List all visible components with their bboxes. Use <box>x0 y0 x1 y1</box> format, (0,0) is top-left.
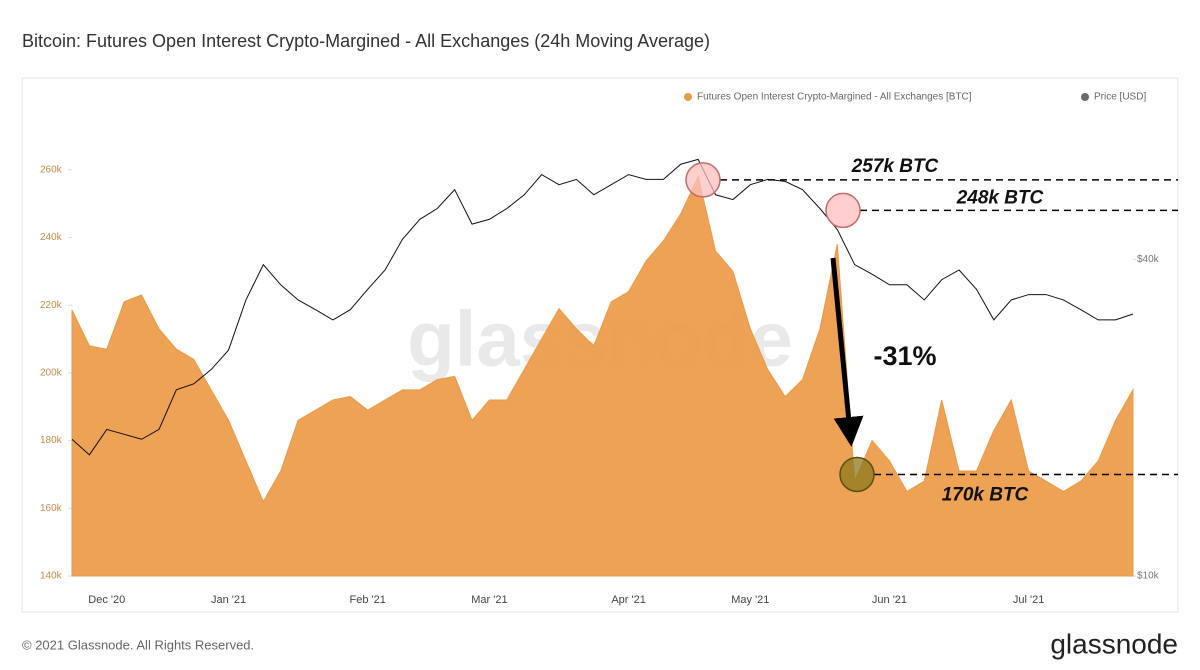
annotation-label: 170k BTC <box>942 484 1029 505</box>
annotation-circle <box>825 192 861 229</box>
y-tick-label: 160k <box>40 503 63 514</box>
y-tick-label: 140k <box>40 571 63 582</box>
annotation-label: -31% <box>873 341 936 371</box>
x-tick-label: Jul '21 <box>1013 594 1044 606</box>
annotation-label: 257k BTC <box>851 156 939 177</box>
y2-tick-label: $10k <box>1137 571 1160 582</box>
y-tick-label: 180k <box>40 435 63 446</box>
x-tick-label: May '21 <box>731 594 769 606</box>
drop-arrow <box>830 257 864 447</box>
y-tick-label: 220k <box>40 300 63 311</box>
price-line <box>71 158 1134 456</box>
legend-swatch <box>684 93 692 101</box>
footer: © 2021 Glassnode. All Rights Reserved. <box>22 637 254 652</box>
plot-layer: 140k 160k 180k 200k 220k 240k 260k $10k $40k Dec … <box>40 92 1178 606</box>
logo: glassnode <box>1050 628 1178 659</box>
x-tick-label: Jun '21 <box>872 594 907 606</box>
legend-label: Price [USD] <box>1094 92 1146 103</box>
chart-title: Bitcoin: Futures Open Interest Crypto-Ma… <box>22 31 710 51</box>
y2-tick-label: $40k <box>1137 254 1160 265</box>
x-tick-label: Feb '21 <box>350 594 386 606</box>
x-tick-label: Dec '20 <box>88 594 125 606</box>
legend-swatch <box>1081 93 1089 101</box>
x-tick-label: Jan '21 <box>211 594 246 606</box>
x-tick-label: Mar '21 <box>471 594 507 606</box>
annotation-circle <box>685 162 721 198</box>
legend-label: Futures Open Interest Crypto-Margined - … <box>697 92 972 103</box>
annotation-circle <box>839 456 875 493</box>
x-tick-label: Apr '21 <box>611 594 646 606</box>
y-tick-label: 240k <box>40 232 63 243</box>
y-tick-label: 200k <box>40 368 63 379</box>
annotation-label: 248k BTC <box>956 187 1044 208</box>
y-tick-label: 260k <box>40 164 63 175</box>
